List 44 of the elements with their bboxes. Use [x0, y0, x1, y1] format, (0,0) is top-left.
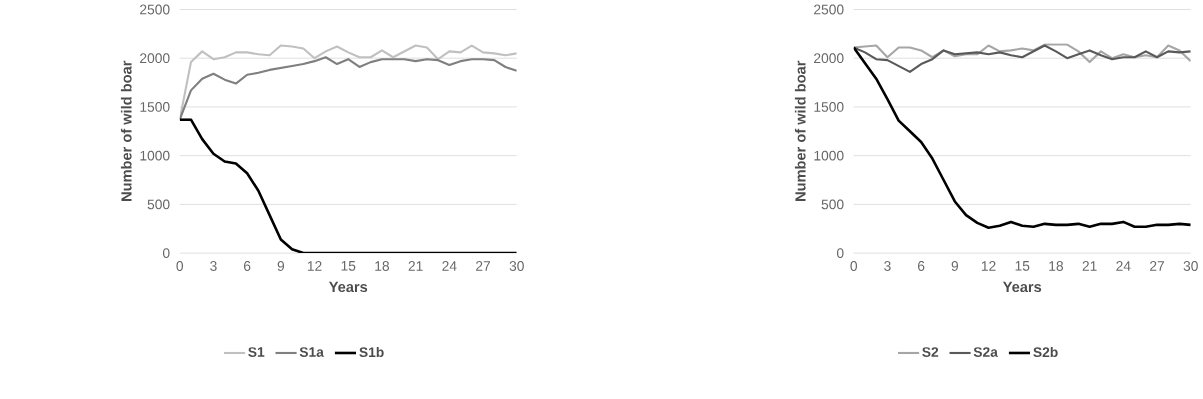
x-tick-label: 24	[442, 260, 457, 271]
legend-label: S1a	[299, 347, 324, 357]
x-tick-label: 27	[1150, 260, 1165, 271]
y-tick-label: 2500	[814, 4, 844, 15]
x-tick-label: 21	[408, 260, 423, 271]
x-tick-label: 6	[917, 260, 925, 271]
x-tick-label: 21	[1082, 260, 1097, 271]
y-axis-title: Number of wild boar	[794, 60, 806, 201]
x-tick-label: 9	[277, 260, 285, 271]
x-tick-label: 12	[307, 260, 322, 271]
x-tick-label: 15	[341, 260, 356, 271]
y-tick-label: 0	[162, 248, 170, 258]
y-tick-label: 2000	[814, 53, 844, 63]
y-tick-label: 0	[836, 248, 844, 258]
y-axis-title: Number of wild boar	[120, 60, 132, 201]
x-tick-label: 0	[176, 260, 184, 271]
x-tick-label: 9	[951, 260, 959, 271]
x-tick-label: 6	[244, 260, 251, 271]
x-tick-label: 18	[1049, 260, 1064, 271]
x-tick-label: 30	[1183, 260, 1198, 271]
x-tick-label: 12	[981, 260, 996, 271]
y-tick-label: 1500	[140, 101, 170, 112]
y-tick-label: 2000	[140, 53, 170, 63]
legend-label: S1b	[359, 346, 384, 357]
y-tick-label: 1000	[140, 150, 170, 161]
x-tick-label: 3	[210, 260, 217, 271]
legend-label: S2	[922, 347, 939, 357]
x-axis-title: Years	[328, 281, 368, 292]
x-tick-label: 30	[509, 260, 524, 271]
x-tick-label: 0	[850, 260, 858, 271]
x-tick-label: 24	[1116, 260, 1131, 271]
legend-label: S2a	[973, 347, 998, 357]
y-tick-label: 500	[147, 199, 170, 210]
legend-label: S1	[248, 347, 265, 357]
x-tick-label: 27	[476, 260, 491, 271]
x-tick-label: 18	[375, 260, 390, 271]
y-tick-label: 1000	[814, 150, 844, 161]
y-tick-label: 2500	[140, 4, 170, 15]
x-tick-label: 3	[884, 260, 891, 271]
x-axis-title: Years	[1002, 281, 1042, 292]
y-tick-label: 1500	[814, 101, 844, 112]
legend-label: S2b	[1033, 346, 1058, 357]
y-tick-label: 500	[821, 199, 844, 210]
x-tick-label: 15	[1015, 260, 1030, 271]
